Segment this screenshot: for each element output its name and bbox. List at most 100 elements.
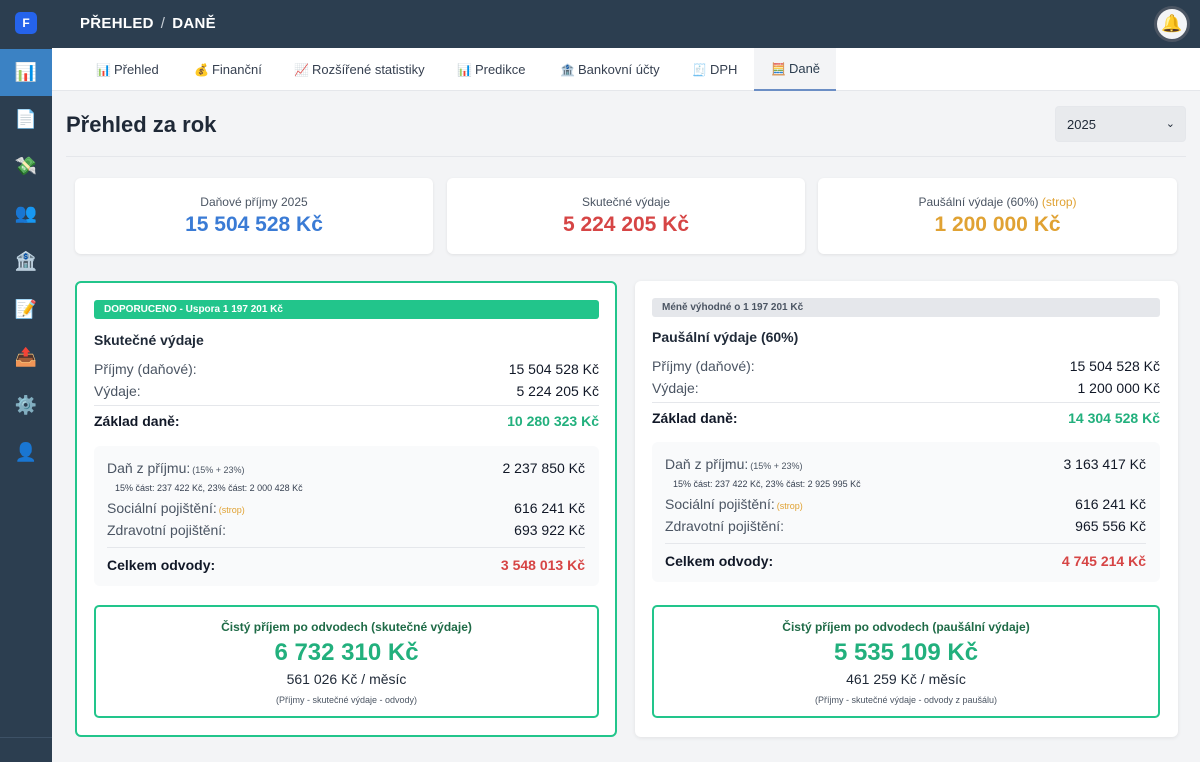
sidebar-item-dashboard[interactable]: 📊 <box>0 49 52 96</box>
row-label: Sociální pojištění: <box>107 500 217 516</box>
sidebar-item-documents[interactable]: 📄 <box>0 96 52 143</box>
sidebar-item-notes[interactable]: 📝 <box>0 286 52 333</box>
row-value: 693 922 Kč <box>514 522 585 538</box>
app-logo[interactable]: F <box>15 12 37 34</box>
money-icon: 💸 <box>14 156 38 176</box>
divider <box>652 402 1160 403</box>
row-label: Daň z příjmu: <box>107 460 191 476</box>
sidebar-item-bank[interactable]: 🏦 <box>0 238 52 285</box>
year-select-value: 2025 <box>1067 116 1096 132</box>
tax-split-note: 15% část: 237 422 Kč, 23% část: 2 925 99… <box>673 479 861 489</box>
tab-label: DPH <box>709 62 738 77</box>
row-value: 616 241 Kč <box>514 500 585 516</box>
sidebar-item-profile[interactable]: 👤 <box>0 429 52 476</box>
stat-value: 15 504 528 Kč <box>185 213 323 236</box>
panel-actual-expenses: DOPORUCENO - Uspora 1 197 201 Kč Skutečn… <box>75 281 617 737</box>
tab-label: Přehled <box>113 62 159 77</box>
tax-base-row: Základ daně: 10 280 323 Kč <box>94 413 599 429</box>
bank-icon: 🏦 <box>14 251 38 271</box>
year-select[interactable]: 2025 ⌄ <box>1055 106 1186 142</box>
stat-label: Paušální výdaje (60%) <box>918 195 1039 209</box>
income-row: Příjmy (daňové): 15 504 528 Kč <box>652 358 1160 374</box>
tab-vat[interactable]: 🧾 DPH <box>692 48 737 91</box>
row-value: 3 548 013 Kč <box>500 557 585 573</box>
row-label: Příjmy (daňové): <box>94 361 197 377</box>
net-income-formula: (Příjmy - skutečné výdaje - odvody) <box>275 695 418 705</box>
panel-title: Skutečné výdaje <box>94 332 204 348</box>
row-value: 14 304 528 Kč <box>1068 410 1160 426</box>
chevron-down-icon: ⌄ <box>1165 118 1175 130</box>
row-value: 15 504 528 Kč <box>1069 358 1160 374</box>
net-income-monthly: 561 026 Kč / měsíc <box>286 671 407 687</box>
row-label: Zdravotní pojištění: <box>107 522 227 538</box>
tab-bar: 📊 Přehled 💰 Finanční 📈 Rozšířené statistiky… <box>52 48 1200 91</box>
breadcrumb-taxes: DANĚ <box>172 15 216 32</box>
breadcrumb-overview[interactable]: PŘEHLED <box>80 15 154 32</box>
sidebar-item-contacts[interactable]: 👥 <box>0 190 52 237</box>
panel-flat-expenses: Méně výhodné o 1 197 201 Kč Paušální výd… <box>635 281 1178 737</box>
health-insurance-row: Zdravotní pojištění: 693 922 Kč <box>107 522 585 538</box>
tax-rates-note: (15% + 23%) <box>192 465 245 475</box>
income-tax-row: Daň z příjmu: (15% + 23%) 2 237 850 Kč <box>107 460 585 476</box>
row-value: 965 556 Kč <box>1075 518 1146 534</box>
stat-card-flat-expenses: Paušální výdaje (60%) (strop) 1 200 000 … <box>818 178 1177 254</box>
social-insurance-row: Sociální pojištění: (strop) 616 241 Kč <box>665 496 1146 512</box>
tab-label: Daně <box>788 61 821 76</box>
recommended-badge: DOPORUCENO - Uspora 1 197 201 Kč <box>94 300 599 319</box>
users-icon: 👥 <box>14 203 38 223</box>
expense-row: Výdaje: 1 200 000 Kč <box>652 380 1160 396</box>
row-label: Sociální pojištění: <box>665 496 775 512</box>
income-row: Příjmy (daňové): 15 504 528 Kč <box>94 361 599 377</box>
receipt-icon: 🧾 <box>692 62 707 77</box>
tax-rates-note: (15% + 23%) <box>750 461 803 471</box>
health-insurance-row: Zdravotní pojištění: 965 556 Kč <box>665 518 1146 534</box>
row-value: 2 237 850 Kč <box>502 460 585 476</box>
row-label: Příjmy (daňové): <box>652 358 755 374</box>
stat-value: 1 200 000 Kč <box>934 213 1061 236</box>
tab-prediction[interactable]: 📊 Predikce <box>457 48 526 91</box>
row-value: 1 200 000 Kč <box>1077 380 1160 396</box>
memo-icon: 📝 <box>14 299 38 319</box>
stat-label: Daňové příjmy 2025 <box>200 195 308 209</box>
row-value: 4 745 214 Kč <box>1061 553 1146 569</box>
notifications-button[interactable]: 🔔 <box>1154 6 1190 42</box>
tax-base-row: Základ daně: 14 304 528 Kč <box>652 410 1160 426</box>
row-label: Celkem odvody: <box>665 553 774 569</box>
stat-label-cap: (strop) <box>1041 195 1077 209</box>
row-value: 616 241 Kč <box>1075 496 1146 512</box>
trend-icon: 📈 <box>294 62 309 77</box>
document-icon: 📄 <box>14 109 38 129</box>
divider <box>665 543 1146 544</box>
cap-note: (strop) <box>776 501 803 511</box>
row-value: 5 224 205 Kč <box>516 383 599 399</box>
tab-taxes[interactable]: 🧮 Daně <box>754 48 836 91</box>
total-levies-row: Celkem odvody: 4 745 214 Kč <box>665 553 1146 569</box>
row-label: Základ daně: <box>652 410 738 426</box>
row-label: Výdaje: <box>652 380 699 396</box>
row-label: Základ daně: <box>94 413 180 429</box>
net-income-box: Čistý příjem po odvodech (paušální výdaj… <box>652 605 1160 718</box>
income-tax-row: Daň z příjmu: (15% + 23%) 3 163 417 Kč <box>665 456 1146 472</box>
sidebar-item-payments[interactable]: 💸 <box>0 143 52 190</box>
row-label: Daň z příjmu: <box>665 456 749 472</box>
net-income-title: Čistý příjem po odvodech (skutečné výdaj… <box>221 620 472 634</box>
gear-icon: ⚙️ <box>14 395 38 415</box>
tab-label: Bankovní účty <box>577 62 660 77</box>
sidebar-item-export[interactable]: 📤 <box>0 334 52 381</box>
abacus-icon: 🧮 <box>771 61 786 76</box>
divider <box>94 405 599 406</box>
sidebar-item-settings[interactable]: ⚙️ <box>0 382 52 429</box>
top-bar: PŘEHLED / DANĚ 🔔 <box>52 0 1200 48</box>
tab-bank-accounts[interactable]: 🏦 Bankovní účty <box>560 48 660 91</box>
tab-financial[interactable]: 💰 Finanční <box>194 48 262 91</box>
cap-note: (strop) <box>218 505 245 515</box>
tab-overview[interactable]: 📊 Přehled <box>96 48 159 91</box>
tab-extended-stats[interactable]: 📈 Rozšířené statistiky <box>294 48 425 91</box>
tab-label: Predikce <box>474 62 526 77</box>
sidebar: F 📊 📄 💸 👥 🏦 📝 📤 ⚙️ 👤 <box>0 0 52 762</box>
bell-icon: 🔔 <box>1161 14 1183 33</box>
chart-icon: 📊 <box>14 62 38 82</box>
tab-label: Rozšířené statistiky <box>311 62 425 77</box>
expense-row: Výdaje: 5 224 205 Kč <box>94 383 599 399</box>
chart-icon: 📊 <box>96 62 111 77</box>
